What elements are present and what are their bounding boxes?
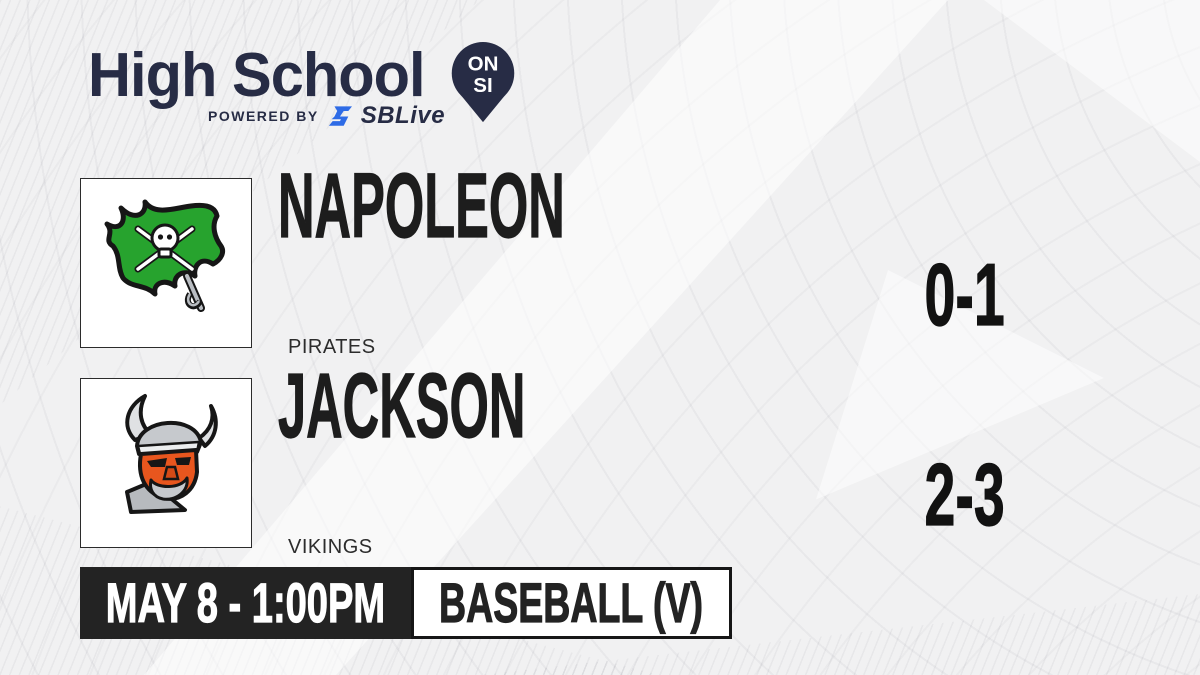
event-datetime: MAY 8 - 1:00PM [105,571,386,634]
team-name: JACKSON [278,355,526,457]
team-logo-box [80,378,252,548]
team-logo-box [80,178,252,348]
event-sport: BASEBALL (V) [439,571,704,634]
brand-title: High School [88,41,426,110]
svg-text:SI: SI [473,74,492,97]
on-si-pin-badge-icon: ON SI [451,42,515,123]
viking-head-logo [125,394,218,514]
svg-text:ON: ON [468,52,499,75]
event-sport-box: BASEBALL (V) [411,567,732,639]
event-bar: MAY 8 - 1:00PM BASEBALL (V) [80,567,732,639]
team-mascot: PIRATES [288,336,376,358]
team-mascot: VIKINGS [288,536,373,558]
team-record: 0-1 [924,245,1006,344]
team-record: 2-3 [924,445,1006,544]
event-datetime-box: MAY 8 - 1:00PM [80,567,411,639]
pirate-flag-logo [104,199,226,312]
powered-by-label: POWERED BY [208,108,319,124]
sblive-wordmark: SBLive [360,102,446,129]
sblive-icon [328,105,352,126]
powered-by-row: POWERED BY SBLive [208,102,446,129]
team-name: NAPOLEON [278,155,565,257]
